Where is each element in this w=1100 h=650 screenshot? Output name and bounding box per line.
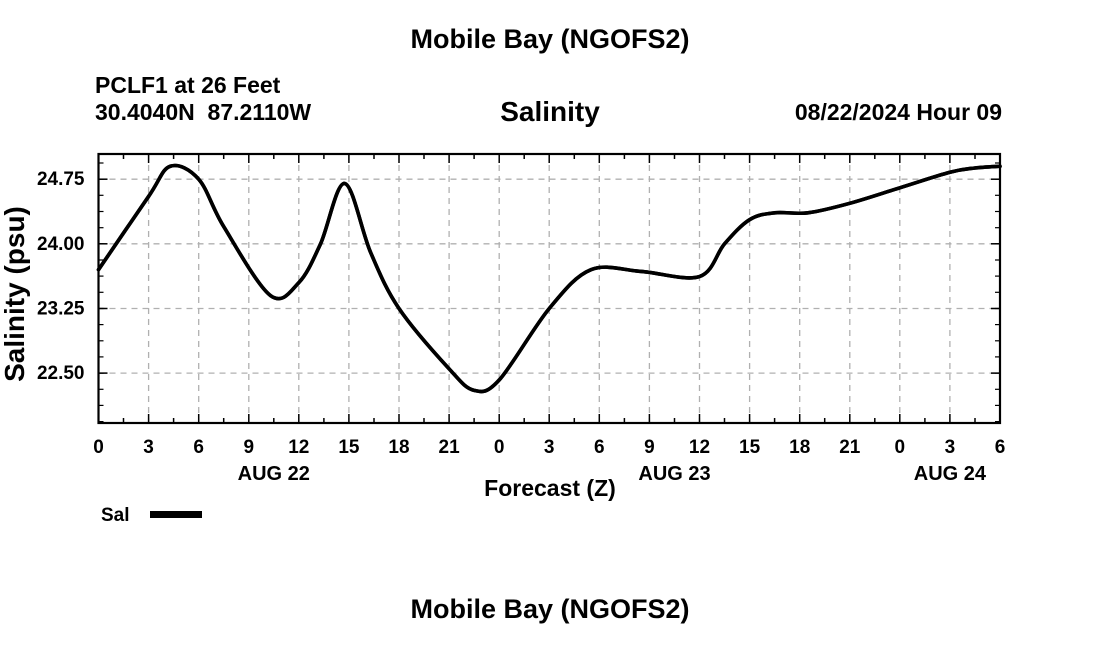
svg-text:3: 3 xyxy=(945,437,956,458)
svg-text:9: 9 xyxy=(644,437,655,458)
svg-text:21: 21 xyxy=(839,437,861,458)
svg-text:6: 6 xyxy=(995,437,1006,458)
svg-text:24.75: 24.75 xyxy=(37,169,85,190)
svg-text:24.00: 24.00 xyxy=(37,234,85,255)
svg-text:3: 3 xyxy=(143,437,154,458)
svg-text:0: 0 xyxy=(895,437,906,458)
svg-text:12: 12 xyxy=(689,437,710,458)
svg-text:15: 15 xyxy=(338,437,360,458)
svg-text:22.50: 22.50 xyxy=(37,363,85,384)
svg-text:15: 15 xyxy=(739,437,761,458)
svg-text:3: 3 xyxy=(544,437,555,458)
svg-text:18: 18 xyxy=(789,437,810,458)
svg-text:23.25: 23.25 xyxy=(37,299,85,320)
svg-text:0: 0 xyxy=(494,437,505,458)
svg-text:0: 0 xyxy=(93,437,104,458)
svg-text:6: 6 xyxy=(193,437,204,458)
svg-text:21: 21 xyxy=(439,437,461,458)
svg-text:6: 6 xyxy=(594,437,605,458)
svg-text:9: 9 xyxy=(244,437,255,458)
svg-text:12: 12 xyxy=(288,437,309,458)
svg-text:18: 18 xyxy=(388,437,409,458)
